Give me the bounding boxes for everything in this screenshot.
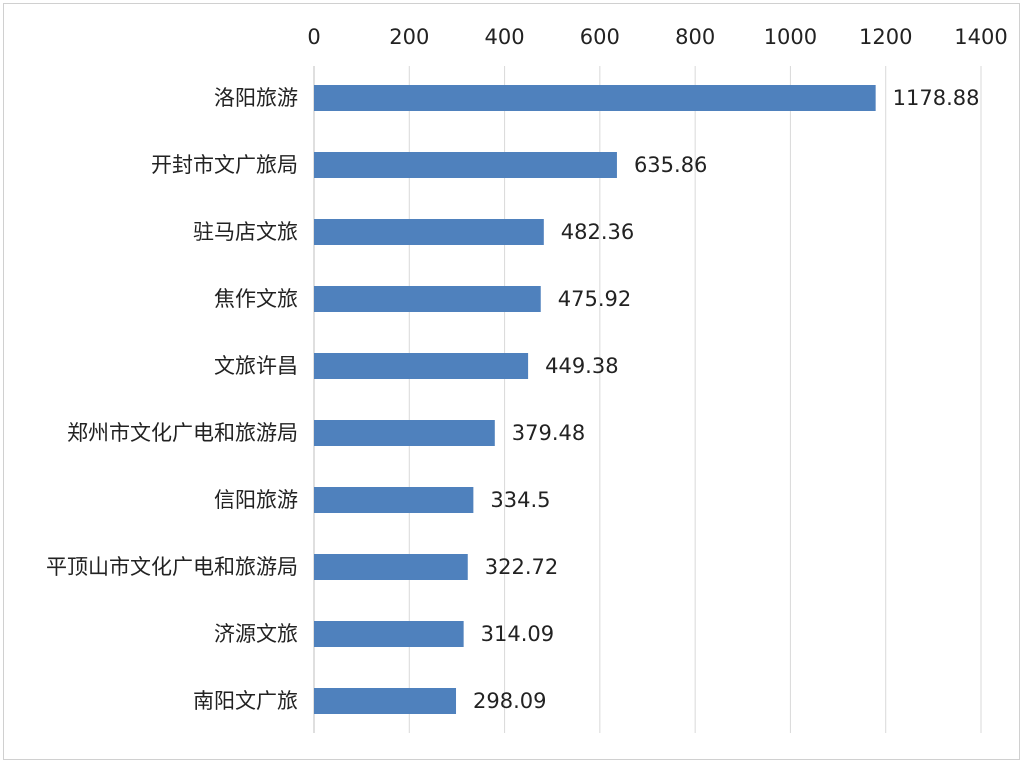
bar: [314, 420, 495, 446]
chart-border: [3, 3, 1020, 760]
data-labels: 1178.88 635.86 482.36 475.92 449.38 379.48 334…: [473, 86, 979, 713]
category-label: 驻马店文旅: [193, 220, 298, 244]
data-label: 322.72: [485, 555, 558, 579]
data-label: 314.09: [481, 622, 554, 646]
category-label: 平顶山市文化广电和旅游局: [46, 555, 298, 579]
category-label: 信阳旅游: [214, 488, 298, 512]
category-label: 文旅许昌: [214, 354, 298, 378]
category-label: 济源文旅: [214, 622, 298, 646]
x-tick-label: 0: [307, 25, 320, 49]
data-label: 298.09: [473, 689, 546, 713]
bar: [314, 621, 464, 647]
bars: [314, 85, 876, 714]
bar: [314, 152, 617, 178]
bar: [314, 85, 876, 111]
data-label: 334.5: [490, 488, 550, 512]
x-tick-label: 400: [485, 25, 525, 49]
x-tick-label: 200: [389, 25, 429, 49]
data-label: 475.92: [558, 287, 631, 311]
data-label: 1178.88: [893, 86, 980, 110]
category-label: 开封市文广旅局: [151, 153, 298, 177]
x-tick-label: 1200: [859, 25, 912, 49]
x-tick-label: 600: [580, 25, 620, 49]
bar: [314, 554, 468, 580]
x-tick-label: 1400: [954, 25, 1007, 49]
category-label: 郑州市文化广电和旅游局: [67, 421, 298, 445]
bar: [314, 286, 541, 312]
data-label: 482.36: [561, 220, 634, 244]
bar: [314, 487, 474, 513]
data-label: 449.38: [545, 354, 618, 378]
bar: [314, 219, 544, 245]
category-label: 焦作文旅: [214, 287, 298, 311]
x-axis-tick-labels: 0 200 400 600 800 1000 1200 1400: [307, 25, 1007, 49]
data-label: 379.48: [512, 421, 585, 445]
category-label: 南阳文广旅: [193, 689, 298, 713]
category-label: 洛阳旅游: [214, 86, 298, 110]
x-tick-label: 800: [675, 25, 715, 49]
category-labels: 洛阳旅游开封市文广旅局驻马店文旅焦作文旅文旅许昌郑州市文化广电和旅游局信阳旅游平…: [46, 86, 298, 713]
x-tick-label: 1000: [764, 25, 817, 49]
bar: [314, 353, 529, 379]
bar: [314, 688, 457, 714]
data-label: 635.86: [634, 153, 707, 177]
